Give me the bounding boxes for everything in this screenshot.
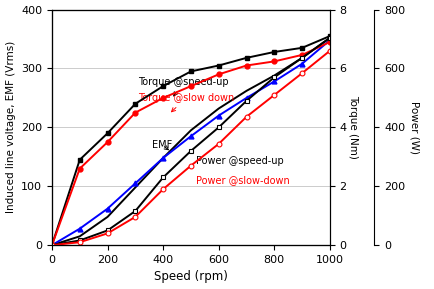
Text: Power @slow-down: Power @slow-down: [197, 175, 290, 185]
Y-axis label: Power (W): Power (W): [409, 101, 419, 154]
Text: Torque @slow down: Torque @slow down: [138, 93, 234, 112]
Y-axis label: Torque (Nm): Torque (Nm): [348, 95, 358, 159]
X-axis label: Speed (rpm): Speed (rpm): [154, 271, 228, 284]
Y-axis label: Induced line voltage, EMF (Vrms): Induced line voltage, EMF (Vrms): [6, 41, 16, 214]
Text: EMF: EMF: [152, 140, 172, 150]
Text: Power @speed-up: Power @speed-up: [197, 156, 284, 166]
Text: Torque @speed-up: Torque @speed-up: [138, 77, 229, 96]
